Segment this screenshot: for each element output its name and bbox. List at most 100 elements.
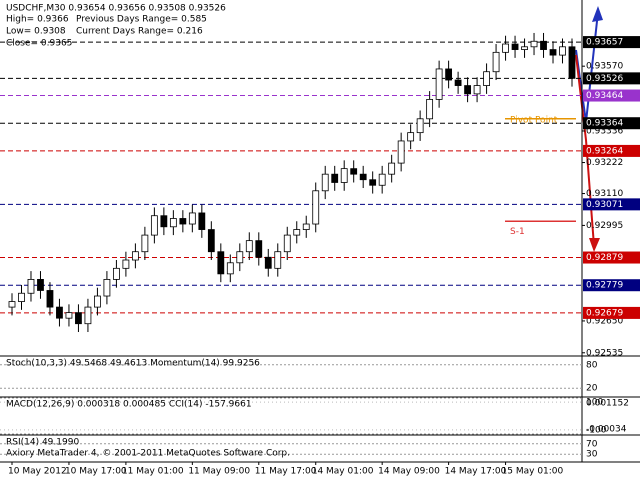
- x-tick-label: 11 May 17:00: [255, 467, 317, 477]
- info: High= 0.9366: [6, 15, 69, 25]
- y-tick-label: 0.92535: [586, 348, 623, 358]
- candle-body: [46, 290, 54, 308]
- arrowhead: [592, 6, 603, 22]
- level-label: 0.93264: [586, 146, 623, 156]
- candle-body: [255, 240, 263, 258]
- candle-body: [188, 212, 196, 225]
- candle-body: [207, 229, 215, 253]
- panel-label: MACD(12,26,9) 0.000318 0.000485 CCI(14) …: [6, 400, 252, 410]
- y-tick-label: 0.93570: [586, 62, 623, 72]
- candle-body: [27, 279, 35, 294]
- level-box: [583, 144, 640, 157]
- x-tick-label: 15 May 01:00: [502, 467, 564, 477]
- level-box: [583, 36, 640, 49]
- panel-tick-label: -0.00034: [586, 425, 627, 435]
- candle-body: [559, 46, 566, 56]
- candle-body: [84, 306, 92, 325]
- y-tick-label: 0.92650: [586, 316, 623, 326]
- panel-tick-label: 20: [586, 384, 598, 394]
- candle-body: [312, 190, 320, 225]
- candle-body: [407, 132, 415, 142]
- x-tick-label: 11 May 01:00: [122, 467, 184, 477]
- x-tick-label: 14 May 09:00: [378, 467, 440, 477]
- candle-body: [302, 223, 310, 230]
- candle-body: [426, 99, 434, 120]
- info: Close= 0.9365: [6, 39, 72, 49]
- candle-body: [369, 179, 377, 186]
- y-tick-label: 0.93110: [586, 189, 623, 199]
- x-tick-label: 10 May 17:00: [65, 467, 127, 477]
- red-arrow: [575, 54, 595, 247]
- candle-body: [141, 234, 149, 253]
- panel-tick-label: 30: [586, 450, 598, 460]
- panel-label: Stoch(10,3,3) 49.5468 49.4613 Momentum(1…: [6, 359, 260, 369]
- candle-body: [226, 262, 234, 275]
- candle-body: [103, 279, 111, 297]
- candle-body: [331, 173, 339, 183]
- panel-label: RSI(14) 49.1990: [6, 438, 79, 448]
- candle-body: [217, 251, 225, 275]
- candle-body: [264, 256, 272, 269]
- panel-tick-label: 70: [586, 439, 598, 449]
- candle-body: [131, 251, 139, 261]
- info: Current Days Range= 0.216: [76, 27, 203, 37]
- x-tick-label: 14 May 17:00: [445, 467, 507, 477]
- candle-body: [464, 85, 471, 95]
- candle-body: [473, 85, 481, 95]
- candle-body: [122, 259, 130, 269]
- candle-body: [94, 295, 101, 308]
- candle-body: [540, 40, 547, 50]
- candle-body: [530, 40, 538, 48]
- level-box: [583, 306, 640, 319]
- candle-body: [236, 251, 244, 264]
- candle-body: [198, 212, 206, 230]
- level-label: 0.93364: [586, 119, 623, 129]
- level-box: [583, 72, 640, 85]
- candle-body: [397, 140, 405, 164]
- candle-body: [293, 229, 301, 236]
- candle-body: [388, 162, 396, 175]
- candle-body: [8, 301, 16, 308]
- candle-body: [179, 218, 187, 225]
- candle-body: [56, 306, 63, 319]
- annotation: S-1: [510, 227, 525, 237]
- candle-body: [435, 68, 443, 100]
- panel-tick-label: 100: [586, 398, 603, 408]
- candle-body: [416, 118, 424, 134]
- level-label: 0.92679: [586, 308, 623, 318]
- candle-body: [359, 173, 367, 181]
- candle-body: [321, 173, 329, 192]
- candle-body: [511, 43, 519, 50]
- candle-body: [150, 215, 158, 236]
- candle-body: [378, 173, 386, 186]
- y-tick-label: 0.93222: [586, 158, 623, 168]
- x-tick-label: 10 May 2012: [8, 467, 67, 477]
- candle-body: [75, 312, 82, 325]
- candle-body: [492, 51, 500, 73]
- candle-body: [483, 71, 490, 86]
- level-box: [583, 89, 640, 102]
- level-label: 0.92779: [586, 281, 623, 291]
- candle-body: [169, 218, 177, 228]
- candle-body: [521, 46, 528, 50]
- panel-tick-label: 80: [586, 360, 598, 370]
- annotation: Pivot Point: [510, 115, 558, 125]
- candle-body: [37, 279, 44, 291]
- candle-body: [65, 312, 73, 319]
- level-box: [583, 117, 640, 130]
- candle-body: [283, 234, 291, 253]
- info: Previous Days Range= 0.585: [76, 15, 207, 25]
- y-tick-label: 0.92995: [586, 221, 623, 231]
- level-box: [583, 198, 640, 211]
- level-label: 0.93071: [586, 200, 623, 210]
- arrowhead: [589, 238, 600, 252]
- level-label: 0.93526: [586, 74, 623, 84]
- candle-body: [350, 168, 358, 175]
- candle-body: [454, 79, 462, 86]
- candle-body: [445, 68, 453, 81]
- candle-body: [502, 43, 509, 53]
- footer: Axiory MetaTrader 4, © 2001-2011 MetaQuo…: [6, 449, 290, 459]
